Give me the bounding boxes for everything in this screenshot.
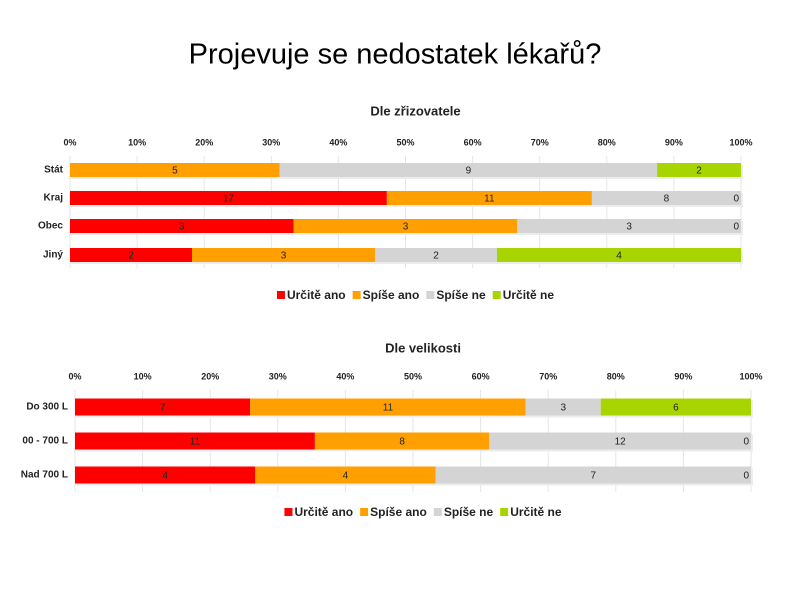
- data-label: 11: [190, 437, 201, 448]
- data-label: 3: [179, 222, 185, 233]
- legend-swatch: [492, 291, 501, 299]
- legend-swatch: [352, 291, 361, 299]
- legend-label: Určitě ano: [294, 505, 353, 519]
- x-tick-label: 0%: [63, 137, 76, 147]
- bar-segment: [75, 466, 256, 484]
- category-label: Do 300 L: [26, 402, 68, 413]
- x-tick-label: 20%: [201, 371, 219, 381]
- x-tick-label: 40%: [329, 137, 347, 147]
- category-label: Obec: [38, 221, 63, 232]
- data-label: 11: [383, 403, 394, 414]
- bar-segment: [657, 163, 741, 177]
- x-tick-label: 70%: [531, 137, 549, 147]
- x-tick-label: 20%: [195, 137, 213, 147]
- x-tick-label: 30%: [269, 371, 287, 381]
- data-label: 4: [343, 471, 349, 482]
- legend-label: Určitě ne: [510, 505, 562, 519]
- bar-segment: [375, 248, 497, 262]
- data-label: 0: [743, 437, 749, 448]
- data-label: 0: [743, 471, 749, 482]
- data-label: 12: [615, 437, 627, 448]
- legend-swatch: [426, 291, 435, 299]
- legend-label: Spíše ne: [436, 288, 486, 302]
- x-tick-label: 60%: [464, 137, 482, 147]
- bar-segment: [75, 398, 251, 416]
- legend-label: Určitě ne: [503, 288, 555, 302]
- x-tick-label: 50%: [396, 137, 414, 147]
- data-label: 3: [281, 251, 287, 262]
- bar-segment: [250, 398, 526, 416]
- data-label: 6: [673, 403, 679, 414]
- data-label: 8: [399, 437, 405, 448]
- bar-segment: [279, 163, 658, 177]
- legend-label: Spíše ne: [444, 505, 494, 519]
- slide-title: Projevuje se nedostatek lékařů?: [189, 39, 602, 71]
- data-label: 5: [172, 166, 178, 177]
- bar-segment: [591, 191, 741, 205]
- x-tick-label: 40%: [336, 371, 354, 381]
- legend-swatch: [433, 508, 442, 516]
- category-label: Kraj: [44, 193, 64, 204]
- data-label: 9: [466, 166, 472, 177]
- legend-label: Spíše ano: [370, 505, 427, 519]
- data-label: 3: [626, 222, 632, 233]
- data-label: 3: [403, 222, 409, 233]
- bar-segment: [255, 466, 436, 484]
- bar-segment: [489, 432, 751, 450]
- bar-segment: [314, 432, 490, 450]
- legend-swatch: [284, 508, 293, 516]
- data-label: 0: [733, 222, 739, 233]
- data-label: 11: [484, 194, 495, 205]
- bar-segment: [525, 398, 601, 416]
- bar-segment: [293, 219, 518, 233]
- bar-segment: [70, 163, 280, 177]
- data-label: 2: [128, 251, 134, 262]
- x-tick-label: 10%: [134, 371, 152, 381]
- bar-segment: [192, 248, 375, 262]
- bar-segment: [70, 219, 294, 233]
- bar-segment: [75, 432, 315, 450]
- x-tick-label: 50%: [404, 371, 422, 381]
- legend-swatch: [360, 508, 369, 516]
- x-tick-label: 100%: [729, 137, 752, 147]
- bar-segment: [497, 248, 741, 262]
- chart-title: Dle velikosti: [385, 340, 461, 355]
- category-label: Nad 700 L: [21, 470, 68, 481]
- x-tick-label: 70%: [539, 371, 557, 381]
- legend-swatch: [276, 291, 285, 299]
- bar-segment: [70, 191, 387, 205]
- bar-segment: [517, 219, 741, 233]
- x-tick-label: 80%: [607, 371, 625, 381]
- category-label: Jiný: [43, 250, 63, 261]
- data-label: 7: [160, 403, 166, 414]
- x-tick-label: 80%: [598, 137, 616, 147]
- data-label: 0: [733, 194, 739, 205]
- data-label: 3: [560, 403, 566, 414]
- data-label: 8: [664, 194, 670, 205]
- data-label: 4: [616, 251, 622, 262]
- legend-label: Spíše ano: [363, 288, 420, 302]
- data-label: 4: [162, 471, 168, 482]
- legend-label: Určitě ano: [287, 288, 346, 302]
- bar-segment: [386, 191, 592, 205]
- data-label: 2: [696, 166, 702, 177]
- x-tick-label: 0%: [68, 371, 81, 381]
- data-label: 7: [590, 471, 596, 482]
- x-tick-label: 60%: [472, 371, 490, 381]
- data-label: 17: [223, 194, 235, 205]
- bar-segment: [435, 466, 751, 484]
- legend-swatch: [500, 508, 509, 516]
- x-tick-label: 90%: [665, 137, 683, 147]
- bar-segment: [70, 248, 192, 262]
- chart-title: Dle zřizovatele: [370, 103, 460, 118]
- bar-segment: [600, 398, 751, 416]
- x-tick-label: 100%: [739, 371, 762, 381]
- category-label: Stát: [44, 165, 64, 176]
- x-tick-label: 10%: [128, 137, 146, 147]
- x-tick-label: 30%: [262, 137, 280, 147]
- x-tick-label: 90%: [674, 371, 692, 381]
- data-label: 2: [433, 251, 439, 262]
- category-label: 00 - 700 L: [22, 436, 68, 447]
